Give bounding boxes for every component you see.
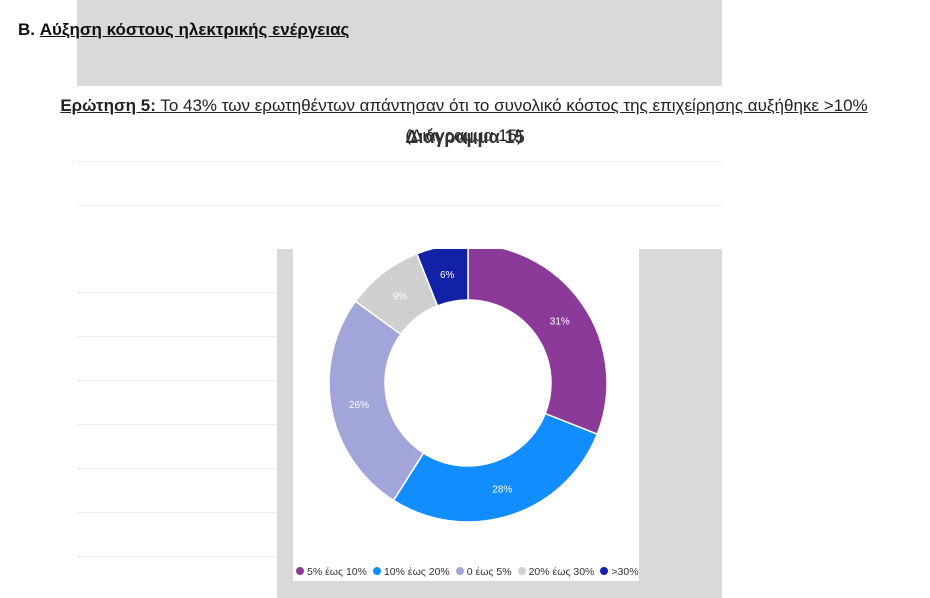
question-label: Ερώτηση 5: (60, 96, 156, 115)
question-reference: (Διάγραμμα 15) (405, 126, 523, 145)
legend-label: >30% (611, 566, 639, 578)
slice-label: 26% (349, 400, 369, 411)
chart-legend: 5% έως 10% 10% έως 20% 0 έως 5% 20% έως 30%… (293, 566, 639, 578)
legend-label: 20% έως 30% (528, 566, 595, 578)
donut-slice[interactable] (392, 412, 599, 523)
donut-slice[interactable] (328, 300, 425, 502)
legend-label: 5% έως 10% (307, 566, 367, 578)
legend-dot-icon (455, 567, 464, 575)
legend-dot-icon (517, 567, 526, 575)
slice-label: 9% (393, 291, 408, 302)
legend-dot-icon (372, 567, 381, 575)
chart-card: 31% 28% 26% 9% 6% 5% έως 10% 10% έως 20% 0 έως… (293, 249, 639, 581)
legend-label: 0 έως 5% (466, 566, 512, 578)
question-text-line: Ερώτηση 5: Το 43% των ερωτηθέντων απάντη… (10, 96, 918, 116)
question-box: Ερώτηση 5: Το 43% των ερωτηθέντων απάντη… (10, 86, 918, 249)
donut-slice[interactable] (467, 249, 608, 436)
legend-item[interactable]: 5% έως 10% (296, 566, 367, 578)
donut-slice[interactable] (415, 249, 469, 307)
legend-label: 10% έως 20% (383, 566, 450, 578)
section-heading: B. Αύξηση κόστους ηλεκτρικής ενέργειας (18, 20, 349, 40)
chart-title: Διάγραμμα 15 (405, 127, 525, 147)
legend-dot-icon (296, 567, 304, 575)
slice-label: 28% (492, 485, 512, 496)
legend-item[interactable]: >30% (600, 566, 639, 578)
section-prefix: B. (18, 20, 35, 39)
slice-label: 31% (550, 317, 570, 328)
legend-item[interactable]: 10% έως 20% (372, 566, 450, 578)
legend-item[interactable]: 0 έως 5% (455, 566, 512, 578)
donut-chart: 31% 28% 26% 9% 6% (328, 249, 608, 523)
section-title: Αύξηση κόστους ηλεκτρικής ενέργειας (39, 20, 350, 39)
legend-item[interactable]: 20% έως 30% (517, 566, 595, 578)
question-text: Το 43% των ερωτηθέντων απάντησαν ότι το … (155, 96, 868, 115)
legend-dot-icon (600, 567, 609, 575)
slice-label: 6% (440, 270, 455, 281)
